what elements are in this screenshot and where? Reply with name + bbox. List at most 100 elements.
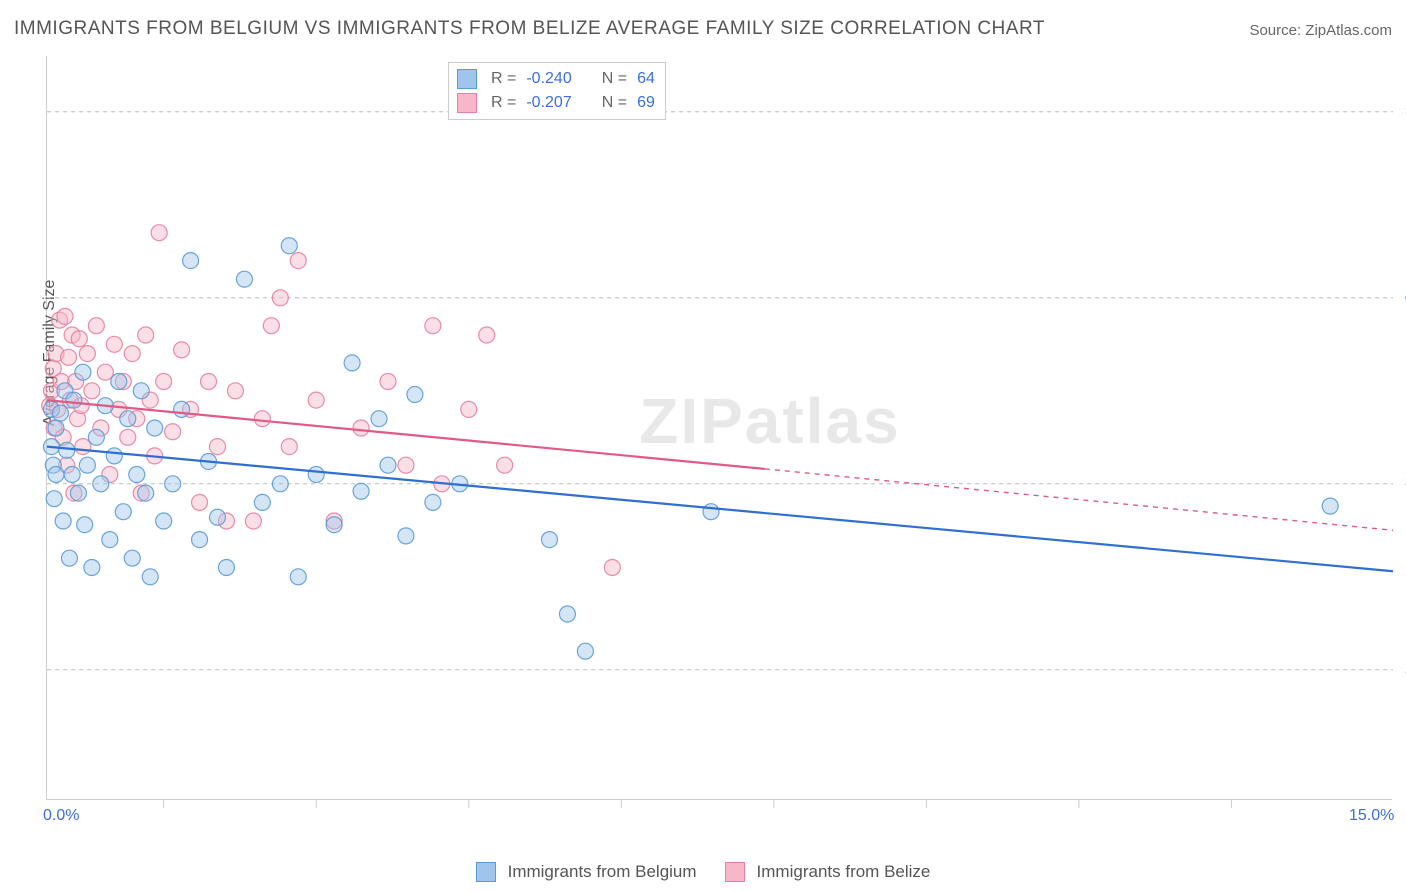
belgium-point (61, 550, 77, 566)
belgium-point (129, 467, 145, 483)
legend-item-label: Immigrants from Belgium (508, 862, 697, 882)
belize-point (97, 364, 113, 380)
legend-stats-row: R =-0.207N =69 (457, 91, 655, 115)
x-tick-label: 15.0% (1349, 807, 1394, 825)
belgium-point (254, 494, 270, 510)
legend-bottom: Immigrants from Belgium Immigrants from B… (0, 862, 1406, 882)
belize-point (245, 513, 261, 529)
belize-point (120, 429, 136, 445)
belgium-point (174, 401, 190, 417)
legend-item: Immigrants from Belgium (476, 862, 697, 882)
legend-stats-box: R = -0.240 N = 64R = -0.207 N = 69 (448, 62, 666, 120)
legend-r-label: R = (491, 70, 516, 88)
legend-n-value: 69 (637, 94, 655, 112)
belgium-point (326, 517, 342, 533)
belgium-point (77, 517, 93, 533)
belgium-point (133, 383, 149, 399)
belgium-point (48, 467, 64, 483)
belgium-point (308, 467, 324, 483)
belize-point (479, 327, 495, 343)
belgium-point (48, 420, 64, 436)
belgium-point (577, 643, 593, 659)
belgium-point (542, 532, 558, 548)
legend-swatch (725, 862, 745, 882)
belize-point (380, 374, 396, 390)
belize-point (254, 411, 270, 427)
belgium-point (64, 467, 80, 483)
belize-point (308, 392, 324, 408)
belize-point (604, 560, 620, 576)
belgium-point (192, 532, 208, 548)
belize-point (174, 342, 190, 358)
belgium-point (115, 504, 131, 520)
belgium-point (165, 476, 181, 492)
legend-r-value: -0.207 (526, 94, 571, 112)
belgium-point (147, 420, 163, 436)
belize-point (497, 457, 513, 473)
belize-point (156, 374, 172, 390)
belgium-point (84, 560, 100, 576)
belgium-point (236, 271, 252, 287)
belgium-point (102, 532, 118, 548)
belgium-point (52, 405, 68, 421)
belize-point (281, 439, 297, 455)
belgium-point (380, 457, 396, 473)
belgium-point (124, 550, 140, 566)
belgium-point (344, 355, 360, 371)
legend-stats-row: R = -0.240 N = 64 (457, 67, 655, 91)
belgium-point (138, 485, 154, 501)
belgium-point (55, 513, 71, 529)
legend-n-label: N = (602, 70, 627, 88)
legend-n-label: N = (602, 94, 627, 112)
belgium-point (106, 448, 122, 464)
belgium-point (371, 411, 387, 427)
belize-point (192, 494, 208, 510)
belgium-point (218, 560, 234, 576)
belize-point (209, 439, 225, 455)
belize-point (263, 318, 279, 334)
legend-n-value: 64 (637, 70, 655, 88)
legend-swatch (457, 93, 477, 113)
chart-title: IMMIGRANTS FROM BELGIUM VS IMMIGRANTS FR… (14, 18, 1045, 40)
belize-point (75, 439, 91, 455)
belgium-point (142, 569, 158, 585)
belize-point (461, 401, 477, 417)
plot-svg: ZIPatlas (47, 56, 1392, 799)
watermark: ZIPatlas (639, 385, 900, 457)
belize-point (106, 336, 122, 352)
belgium-point (120, 411, 136, 427)
belize-point (290, 253, 306, 269)
belgium-point (46, 491, 62, 507)
belgium-point (75, 364, 91, 380)
belize-point (61, 349, 77, 365)
belize-point (353, 420, 369, 436)
belgium-point (353, 483, 369, 499)
belize-point (138, 327, 154, 343)
belize-point (425, 318, 441, 334)
belgium-point (66, 392, 82, 408)
belgium-point (272, 476, 288, 492)
belize-point (88, 318, 104, 334)
belgium-point (281, 238, 297, 254)
legend-item-label: Immigrants from Belize (757, 862, 931, 882)
belgium-point (290, 569, 306, 585)
belgium-point (407, 387, 423, 403)
belize-point (84, 383, 100, 399)
belize-point (201, 374, 217, 390)
belize-point (272, 290, 288, 306)
belgium-point (79, 457, 95, 473)
belgium-point (209, 509, 225, 525)
belgium-point (59, 442, 75, 458)
belgium-point (703, 504, 719, 520)
belgium-point (93, 476, 109, 492)
source-label: Source: ZipAtlas.com (1249, 22, 1392, 39)
belize-point (57, 308, 73, 324)
belgium-point (88, 429, 104, 445)
belgium-point (1322, 498, 1338, 514)
legend-swatch (476, 862, 496, 882)
belize-point (227, 383, 243, 399)
belize-point (151, 225, 167, 241)
legend-swatch (457, 69, 477, 89)
legend-r-value: -0.240 (526, 70, 571, 88)
belize-point (398, 457, 414, 473)
